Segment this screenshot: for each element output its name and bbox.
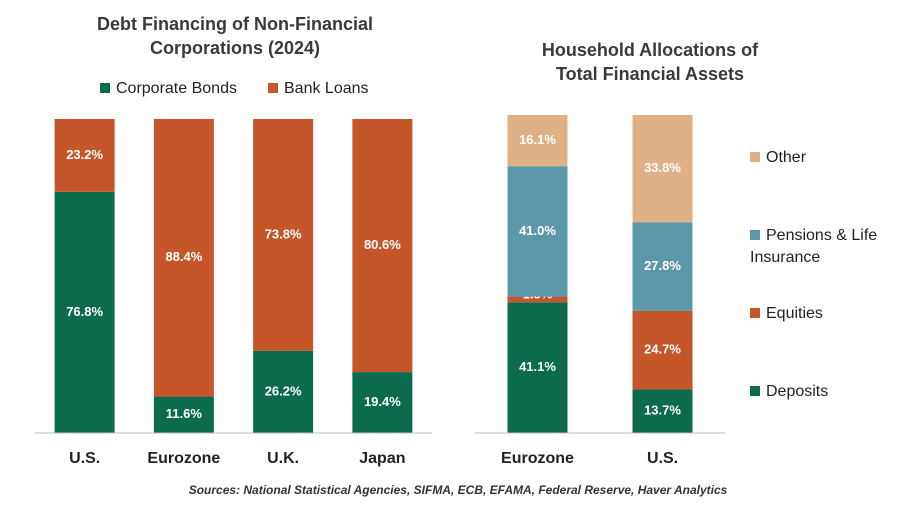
data-label: 41.1% [519,359,556,374]
x-tick-label: U.K. [267,450,299,467]
legend-item: Equities [750,303,890,325]
bar-segment [632,389,693,433]
bar-segment [153,396,214,433]
chart-title: Household Allocations of Total Financial… [541,40,759,84]
data-label: 80.6% [364,237,401,252]
data-label: 24.7% [644,342,681,357]
legend-label: Deposits [766,383,829,400]
legend-swatch [100,83,110,93]
legend-label: Bank Loans [284,80,369,97]
x-tick-label: U.S. [647,450,678,467]
data-label: 88.4% [165,249,202,264]
data-label: 27.8% [644,258,681,273]
legend-item: Other [750,147,890,169]
data-label: 26.2% [265,383,302,398]
legend-swatch [268,83,278,93]
legend-label: Pensions & Life Insurance [750,227,878,266]
bar-segment [153,119,214,397]
x-tick-label: Eurozone [147,450,220,467]
data-label: 41.0% [519,223,556,238]
bar-segment [352,372,413,433]
chart-title: Debt Financing of Non-Financial Corporat… [97,14,373,58]
data-label: 13.7% [644,403,681,418]
bar-segment [507,296,568,303]
bar-segment [253,119,314,351]
legend-label: Other [766,149,807,166]
bar-segment [632,310,693,390]
legend-swatch [750,308,760,318]
x-tick-label: Japan [359,450,405,467]
bar-segment [632,115,693,223]
data-label: 19.4% [364,394,401,409]
bar-segment [54,191,115,433]
bar-segment [632,222,693,311]
data-label: 73.8% [265,226,302,241]
bar-segment [54,119,115,192]
legend-swatch [750,230,760,240]
source-note: Sources: National Statistical Agencies, … [188,483,728,497]
legend-swatch [750,386,760,396]
bar-segment [507,115,568,167]
legend-item: Pensions & Life Insurance [750,225,890,269]
legend-item: Bank Loans [268,78,369,100]
data-label: 76.8% [66,304,103,319]
x-tick-label: U.S. [69,450,100,467]
bar-segment [507,166,568,297]
legend-label: Equities [766,305,823,322]
bar-segment [507,302,568,433]
data-label: 11.6% [166,406,203,421]
bar-segment [352,119,413,373]
x-tick-label: Eurozone [501,450,574,467]
data-label: 33.8% [644,160,681,175]
legend-item: Deposits [750,381,890,403]
legend-label: Corporate Bonds [116,80,237,97]
data-label: 23.2% [66,147,103,162]
data-label: 16.1% [519,132,556,147]
bar-segment [253,350,314,433]
legend-swatch [750,152,760,162]
legend-item: Corporate Bonds [100,78,237,100]
